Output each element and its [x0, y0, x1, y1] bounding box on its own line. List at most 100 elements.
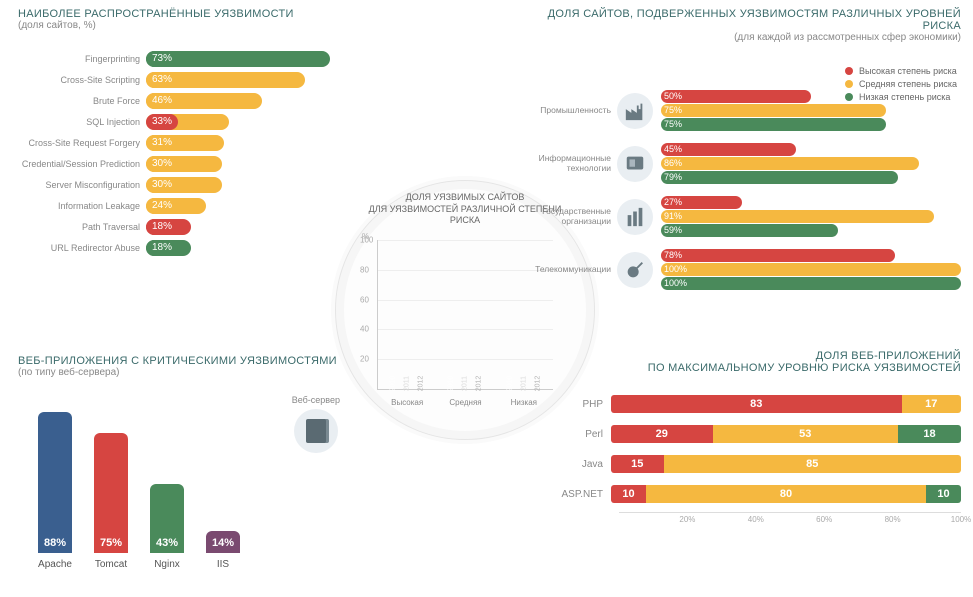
sector-bar: 50%	[661, 90, 811, 103]
sector-row: Информационные технологии45%86%79%	[541, 142, 961, 185]
sector-bar: 100%	[661, 263, 961, 276]
stacked-rows: PHP8317 Perl295318 Java1585 ASP.NET108010	[561, 392, 961, 506]
server-icon	[294, 409, 338, 453]
telecom-icon	[617, 252, 653, 288]
it-icon	[617, 146, 653, 182]
bar-value: 30%	[146, 177, 178, 193]
bar-label: Information Leakage	[18, 201, 146, 211]
stacked-row: ASP.NET108010	[561, 482, 961, 506]
legend-item: Низкая степень риска	[845, 92, 957, 102]
legend-dot	[845, 80, 853, 88]
sector-bar: 75%	[661, 104, 886, 117]
x-tick: 40%	[748, 515, 764, 524]
legend-dot	[845, 67, 853, 75]
legend-item: Высокая степень риска	[845, 66, 957, 76]
stacked-segment: 29	[611, 425, 713, 443]
sector-bars: 27%91%59%	[653, 195, 961, 238]
stacked-segment: 17	[902, 395, 962, 413]
bar-label: Server Misconfiguration	[18, 180, 146, 190]
sector-row: Государственные организации27%91%59%	[541, 195, 961, 238]
row-label: Java	[561, 459, 611, 470]
bar-row: Fingerprinting73%	[18, 49, 398, 69]
bar-label: URL Redirector Abuse	[18, 243, 146, 253]
x-tick: 100%	[951, 515, 971, 524]
chart-subtitle: (доля сайтов, %)	[18, 20, 398, 31]
legend-item: Средняя степень риска	[845, 79, 957, 89]
bar-row: SQL Injection33%	[18, 112, 398, 132]
x-tick: 60%	[816, 515, 832, 524]
bar-value: 45%	[664, 143, 682, 156]
year-label: 2012	[534, 376, 541, 392]
bar-value: 18%	[146, 240, 178, 256]
stacked-row: PHP8317	[561, 392, 961, 416]
bar-label: Fingerprinting	[18, 54, 146, 64]
sector-bars: 45%86%79%	[653, 142, 961, 185]
sector-label: Промышленность	[540, 106, 611, 116]
stacked-segment: 83	[611, 395, 902, 413]
stacked-segment: 15	[611, 455, 664, 473]
sector-bar: 27%	[661, 196, 742, 209]
chart-title-2: ПО МАКСИМАЛЬНОМУ УРОВНЮ РИСКА УЯЗВИМОСТЕ…	[561, 362, 961, 374]
chart-title: ДОЛЯ САЙТОВ, ПОДВЕРЖЕННЫХ УЯЗВИМОСТЯМ РА…	[541, 8, 961, 32]
chart-title: НАИБОЛЕЕ РАСПРОСТРАНЁННЫЕ УЯЗВИМОСТИ	[18, 8, 398, 20]
factory-icon	[617, 93, 653, 129]
sector-risk-chart: ДОЛЯ САЙТОВ, ПОДВЕРЖЕННЫХ УЯЗВИМОСТЯМ РА…	[541, 8, 961, 291]
bar-value: 100%	[664, 263, 687, 276]
sector-rows: Промышленность50%75%75%Информационные те…	[541, 89, 961, 291]
sector-bar: 78%	[661, 249, 895, 262]
bar-columns: 88%Apache75%Tomcat43%Nginx14%IIS	[18, 390, 338, 570]
year-label: 2010	[506, 376, 513, 392]
bar-fill: 88%	[38, 412, 72, 553]
bar-value: 100%	[664, 277, 687, 290]
group-label: Низкая	[504, 398, 543, 407]
sector-bar: 75%	[661, 118, 886, 131]
bar-fill: 75%	[94, 433, 128, 553]
bar-value: 59%	[664, 224, 682, 237]
chart-title-1: ДОЛЯ ВЕБ-ПРИЛОЖЕНИЙ	[561, 350, 961, 362]
bar-value: 18%	[146, 219, 178, 235]
bar-row: Cross-Site Request Forgery31%	[18, 133, 398, 153]
bar-row: Brute Force46%	[18, 91, 398, 111]
bar-value: 86%	[664, 157, 682, 170]
row-label: PHP	[561, 399, 611, 410]
chart-subtitle: (для каждой из рассмотренных сфер эконом…	[541, 32, 961, 43]
gov-icon	[617, 199, 653, 235]
stacked-segment: 10	[611, 485, 646, 503]
bar-value: 33%	[146, 114, 178, 130]
bar-value: 75%	[664, 118, 682, 131]
stacked-track: 8317	[611, 395, 961, 413]
bar-value: 50%	[664, 90, 682, 103]
sector-label: Телекоммуникации	[535, 265, 611, 275]
bar-value: 30%	[146, 156, 178, 172]
bar-value: 24%	[146, 198, 178, 214]
bar-value: 43%	[150, 537, 184, 549]
bar-value: 73%	[146, 51, 178, 67]
sector-row: Телекоммуникации78%100%100%	[541, 248, 961, 291]
bar-label: Cross-Site Scripting	[18, 75, 146, 85]
bar-value: 88%	[38, 537, 72, 549]
bar-value: 75%	[664, 104, 682, 117]
sector-bar: 86%	[661, 157, 919, 170]
bar-value: 91%	[664, 210, 682, 223]
year-label: 2012	[476, 376, 483, 392]
stacked-segment: 53	[713, 425, 899, 443]
stacked-segment: 85	[664, 455, 962, 473]
bar-value: 27%	[664, 196, 682, 209]
bar-fill: 14%	[206, 531, 240, 553]
bar-value: 63%	[146, 72, 178, 88]
stacked-row: Perl295318	[561, 422, 961, 446]
legend-label: Высокая степень риска	[859, 66, 957, 76]
year-label: 2011	[404, 376, 411, 391]
stacked-segment: 18	[898, 425, 961, 443]
bar-value: 31%	[146, 135, 178, 151]
server-legend-label: Веб-сервер	[292, 395, 340, 405]
legend-label: Средняя степень риска	[859, 79, 957, 89]
server-legend: Веб-сервер	[292, 395, 340, 453]
bar-row: Cross-Site Scripting63%	[18, 70, 398, 90]
bar-label: Cross-Site Request Forgery	[18, 138, 146, 148]
sector-bar: 79%	[661, 171, 898, 184]
stacked-row: Java1585	[561, 452, 961, 476]
stacked-track: 295318	[611, 425, 961, 443]
sector-bar: 59%	[661, 224, 838, 237]
bar-label: Apache	[38, 559, 72, 570]
